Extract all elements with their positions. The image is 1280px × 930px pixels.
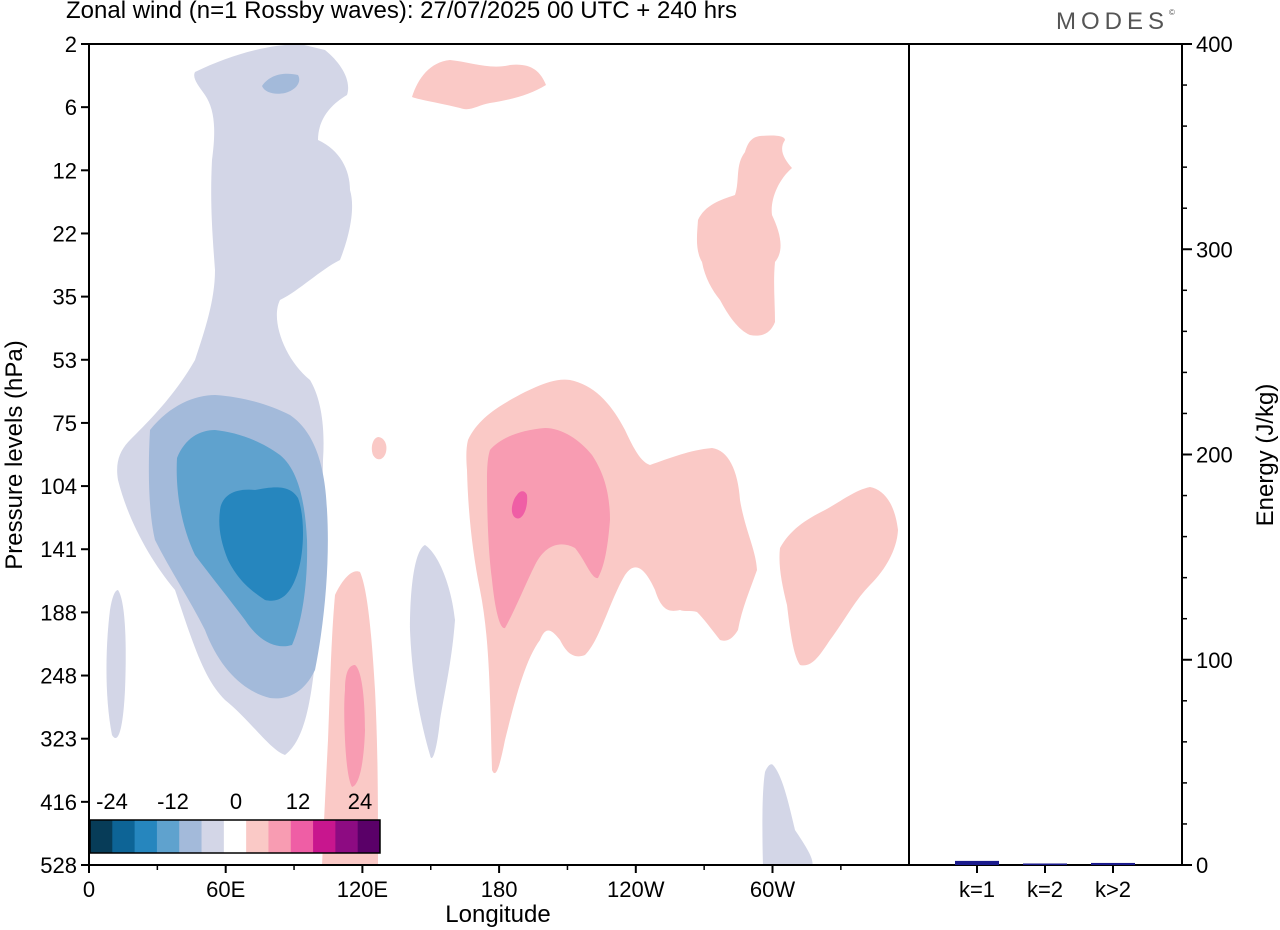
energy-bar — [1023, 863, 1067, 865]
longitude-tick-label: 60W — [750, 877, 795, 902]
colorbar-swatch — [201, 820, 225, 853]
colorbar-swatch — [268, 820, 292, 853]
energy-category-label: k>2 — [1095, 877, 1131, 902]
energy-category-axis: k=1 k=2 k>2 — [959, 865, 1131, 902]
energy-axis-label: Energy (J/kg) — [1252, 384, 1279, 527]
colorbar-label: -24 — [96, 789, 128, 814]
pressure-tick-label: 35 — [53, 285, 77, 310]
pressure-tick-label: 2 — [65, 32, 77, 57]
colorbar-swatch — [357, 820, 381, 853]
contour-neg-4-blob-surface — [762, 764, 813, 865]
pressure-tick-label: 141 — [40, 537, 77, 562]
colorbar-labels: -24 -12 0 12 24 — [96, 789, 372, 814]
contour-pos-4-upper — [696, 135, 792, 336]
energy-tick-label: 0 — [1196, 853, 1208, 878]
colorbar-swatch — [290, 820, 314, 853]
energy-panel-frame — [908, 43, 1183, 866]
colorbar-label: 12 — [286, 789, 310, 814]
chart-title: Zonal wind (n=1 Rossby waves): 27/07/202… — [66, 0, 738, 24]
contour-pos-4-top — [412, 60, 546, 110]
pressure-tick-label: 248 — [40, 664, 77, 689]
colorbar-label: 24 — [348, 789, 372, 814]
energy-category-label: k=2 — [1027, 877, 1063, 902]
colorbar-swatch — [134, 820, 158, 853]
contour-pos-4-east — [779, 487, 898, 666]
colorbar-swatch — [246, 820, 269, 853]
contour-neg-4-blob-mid — [410, 545, 455, 759]
pressure-tick-label: 188 — [40, 600, 77, 625]
copyright-mark: © — [1169, 8, 1175, 17]
pressure-tick-label: 528 — [40, 853, 77, 878]
contour-field — [106, 44, 898, 865]
pressure-tick-label: 323 — [40, 727, 77, 752]
longitude-tick-label: 120W — [607, 877, 665, 902]
energy-bar — [955, 860, 999, 865]
colorbar-swatch — [313, 820, 336, 853]
pressure-tick-label: 12 — [53, 158, 77, 183]
colorbar-swatch — [335, 820, 359, 853]
contour-pos-4-speck — [371, 437, 387, 460]
pressure-tick-label: 53 — [53, 348, 77, 373]
modes-logo: MODES© — [1056, 8, 1175, 36]
energy-category-label: k=1 — [959, 877, 995, 902]
energy-bar — [1091, 862, 1135, 865]
contour-pos-12-core — [511, 491, 528, 519]
longitude-tick-label: 180 — [481, 877, 518, 902]
energy-tick-label: 100 — [1196, 648, 1233, 673]
colorbar-swatch — [112, 820, 136, 853]
pressure-tick-label: 22 — [53, 221, 77, 246]
longitude-tick-label: 60E — [206, 877, 245, 902]
contour-neg-16 — [219, 487, 304, 601]
longitude-axis: 0 60E 120E 180 120W 60W — [83, 865, 842, 902]
pressure-tick-label: 416 — [40, 790, 77, 815]
longitude-tick-label: 120E — [337, 877, 388, 902]
energy-tick-label: 300 — [1196, 237, 1233, 262]
energy-tick-label: 200 — [1196, 443, 1233, 468]
energy-tick-label: 400 — [1196, 32, 1233, 57]
colorbar-frame — [89, 819, 381, 854]
y-axis-label: Pressure levels (hPa) — [1, 340, 28, 569]
pressure-axis: 2 6 12 22 35 53 75 104 141 188 248 323 416 528 — [40, 32, 89, 878]
colorbar-label: 0 — [230, 789, 242, 814]
energy-bars — [955, 860, 1135, 865]
pressure-tick-label: 104 — [40, 474, 77, 499]
contour-pos-8-lower — [344, 665, 365, 787]
colorbar-swatch — [223, 820, 247, 853]
pressure-tick-label: 6 — [65, 95, 77, 120]
longitude-tick-label: 0 — [83, 877, 95, 902]
colorbar-label: -12 — [157, 789, 189, 814]
pressure-tick-label: 75 — [53, 411, 77, 436]
contour-neg-8-top — [262, 73, 300, 94]
x-axis-label: Longitude — [445, 901, 550, 928]
colorbar — [89, 819, 381, 854]
colorbar-swatch — [179, 820, 203, 853]
energy-axis: 0 100 200 300 400 — [1182, 32, 1233, 878]
colorbar-swatch — [156, 820, 180, 853]
brand-text: MODES — [1056, 8, 1170, 35]
colorbar-swatch — [90, 820, 113, 853]
contour-neg-4-blob-west — [106, 590, 126, 738]
contour-pos-8-core — [487, 428, 610, 629]
